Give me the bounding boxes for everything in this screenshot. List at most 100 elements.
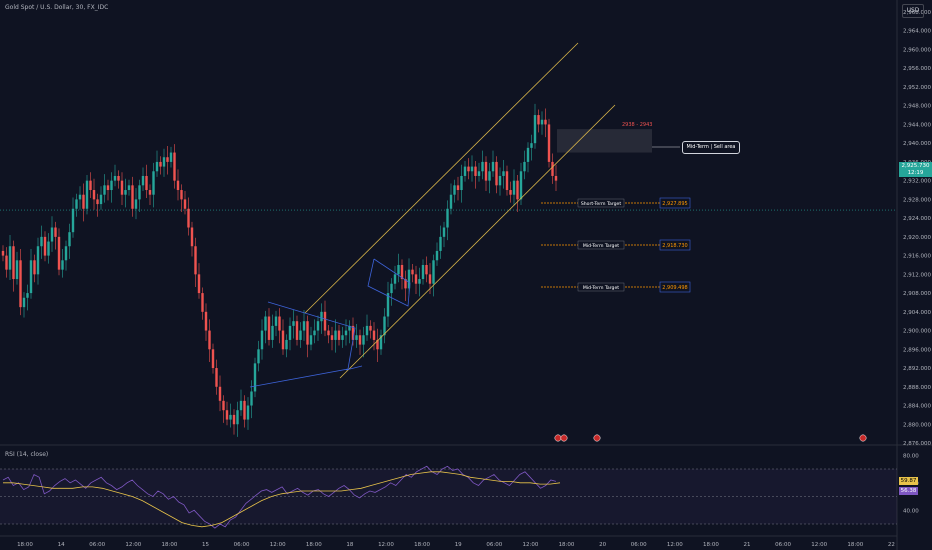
candle-body[interactable] xyxy=(26,293,29,298)
candle-body[interactable] xyxy=(274,316,278,326)
candle-body[interactable] xyxy=(512,180,516,195)
candle-body[interactable] xyxy=(323,311,327,331)
candle-body[interactable] xyxy=(166,157,169,162)
candle-body[interactable] xyxy=(397,264,400,275)
candle-body[interactable] xyxy=(432,260,435,284)
candle-body[interactable] xyxy=(456,185,460,191)
candle-body[interactable] xyxy=(250,391,253,406)
candle-body[interactable] xyxy=(96,199,99,205)
candle-body[interactable] xyxy=(348,325,351,331)
candle-body[interactable] xyxy=(155,161,159,172)
candle-body[interactable] xyxy=(117,175,120,181)
candle-body[interactable] xyxy=(533,115,537,144)
candle-body[interactable] xyxy=(201,293,204,312)
candle-body[interactable] xyxy=(404,279,407,289)
candle-body[interactable] xyxy=(418,279,421,284)
candle-body[interactable] xyxy=(271,325,274,340)
candle-body[interactable] xyxy=(159,161,162,167)
candle-body[interactable] xyxy=(414,274,418,284)
rsi-ma-line[interactable] xyxy=(3,471,561,528)
candle-body[interactable] xyxy=(376,339,379,350)
candle-body[interactable] xyxy=(537,115,540,125)
candle-body[interactable] xyxy=(183,199,187,209)
candle-body[interactable] xyxy=(190,227,194,247)
candle-body[interactable] xyxy=(138,185,141,200)
candle-body[interactable] xyxy=(358,335,362,345)
candle-body[interactable] xyxy=(57,236,61,270)
candle-body[interactable] xyxy=(526,147,530,162)
candle-body[interactable] xyxy=(551,161,554,176)
candle-body[interactable] xyxy=(505,171,509,191)
candle-body[interactable] xyxy=(330,335,334,340)
candle-body[interactable] xyxy=(281,330,285,350)
candle-body[interactable] xyxy=(68,232,71,247)
candle-body[interactable] xyxy=(222,400,225,411)
candle-body[interactable] xyxy=(379,335,383,350)
candle-body[interactable] xyxy=(1,250,5,256)
rsi-line[interactable] xyxy=(2,465,557,529)
candle-body[interactable] xyxy=(453,185,456,195)
candle-body[interactable] xyxy=(8,246,12,270)
candle-body[interactable] xyxy=(5,255,8,270)
candle-body[interactable] xyxy=(320,311,323,322)
candle-body[interactable] xyxy=(362,335,365,345)
economic-event-icon[interactable] xyxy=(859,434,867,442)
sell-zone-box[interactable] xyxy=(557,129,652,153)
currency-button[interactable]: USD xyxy=(902,4,924,18)
candle-body[interactable] xyxy=(292,321,295,326)
candle-body[interactable] xyxy=(481,161,484,172)
candle-body[interactable] xyxy=(218,386,222,401)
candle-body[interactable] xyxy=(365,325,369,336)
candle-body[interactable] xyxy=(435,250,439,261)
candle-body[interactable] xyxy=(460,175,463,191)
candle-body[interactable] xyxy=(176,180,180,191)
candle-body[interactable] xyxy=(180,190,183,200)
candle-body[interactable] xyxy=(523,161,526,172)
candle-body[interactable] xyxy=(425,264,428,275)
candle-body[interactable] xyxy=(411,269,414,275)
candle-body[interactable] xyxy=(544,119,547,125)
candle-body[interactable] xyxy=(19,260,22,308)
candle-body[interactable] xyxy=(260,330,264,350)
candle-body[interactable] xyxy=(285,339,288,350)
candle-body[interactable] xyxy=(208,330,211,350)
candle-body[interactable] xyxy=(113,175,117,181)
candle-body[interactable] xyxy=(421,264,425,280)
candle-body[interactable] xyxy=(390,283,393,294)
candle-body[interactable] xyxy=(211,349,215,369)
candle-body[interactable] xyxy=(327,330,330,336)
candle-body[interactable] xyxy=(246,405,250,420)
candle-body[interactable] xyxy=(33,260,36,275)
candle-body[interactable] xyxy=(442,227,446,237)
candle-body[interactable] xyxy=(488,171,491,181)
candle-body[interactable] xyxy=(470,166,474,172)
candle-body[interactable] xyxy=(463,166,467,176)
candle-body[interactable] xyxy=(12,246,15,280)
candle-body[interactable] xyxy=(215,368,218,387)
candle-body[interactable] xyxy=(232,414,236,425)
candle-body[interactable] xyxy=(145,175,148,191)
candle-body[interactable] xyxy=(530,143,533,148)
candle-body[interactable] xyxy=(400,264,404,280)
candle-body[interactable] xyxy=(40,236,43,247)
candle-body[interactable] xyxy=(299,330,302,340)
candle-body[interactable] xyxy=(36,246,40,275)
candle-body[interactable] xyxy=(393,274,397,284)
economic-event-icon[interactable] xyxy=(554,434,562,442)
candle-body[interactable] xyxy=(29,260,33,294)
candle-body[interactable] xyxy=(334,330,337,340)
candle-body[interactable] xyxy=(169,152,173,162)
candle-body[interactable] xyxy=(288,325,292,340)
candle-body[interactable] xyxy=(110,180,113,191)
candle-body[interactable] xyxy=(134,199,138,209)
candle-body[interactable] xyxy=(162,157,166,167)
candle-body[interactable] xyxy=(351,325,355,340)
candle-body[interactable] xyxy=(446,208,449,228)
candle-body[interactable] xyxy=(61,260,64,270)
candle-body[interactable] xyxy=(152,171,155,195)
candle-body[interactable] xyxy=(243,400,246,420)
candle-body[interactable] xyxy=(439,236,442,251)
candle-body[interactable] xyxy=(477,171,481,176)
candle-body[interactable] xyxy=(344,330,348,336)
candle-body[interactable] xyxy=(54,227,57,237)
